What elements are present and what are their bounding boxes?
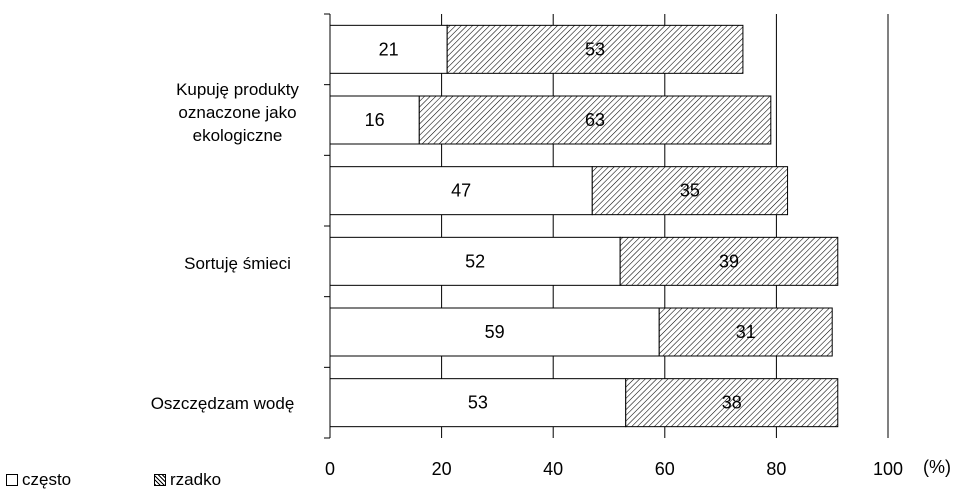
bar-value-label: 53	[585, 39, 605, 59]
legend-swatch-white-icon	[6, 474, 18, 486]
bar-czesto	[329, 24, 448, 74]
legend-label-rzadko: rzadko	[170, 470, 222, 489]
bar-value-label: 59	[485, 322, 505, 342]
legend-czesto: często	[6, 470, 71, 490]
bar-rzadko	[619, 236, 839, 286]
bar-rzadko	[658, 307, 833, 357]
x-tick-label: 40	[543, 459, 563, 479]
bar-value-label: 16	[365, 110, 385, 130]
x-tick-label: 100	[873, 459, 903, 479]
bar-rzadko	[591, 166, 789, 216]
legend-swatch-hatched-icon	[154, 474, 166, 486]
group-label-eco-products: Kupuję produkty oznaczone jako ekologicz…	[176, 80, 299, 145]
x-tick-label: 80	[766, 459, 786, 479]
bar-rzadko	[625, 378, 839, 428]
group-label-sorting: Sortuję śmieci	[184, 254, 291, 273]
bar-value-label: 52	[465, 251, 485, 271]
bar-value-label: 47	[451, 181, 471, 201]
bar-czesto	[329, 236, 621, 286]
bar-value-label: 35	[680, 181, 700, 201]
bar-czesto	[329, 95, 420, 145]
legend-label-czesto: często	[22, 470, 72, 489]
bar-value-label: 39	[719, 251, 739, 271]
bar-value-label: 31	[736, 322, 756, 342]
x-tick-label: 20	[432, 459, 452, 479]
bar-czesto	[329, 378, 627, 428]
x-tick-label: 60	[655, 459, 675, 479]
x-tick-label: 0	[325, 459, 335, 479]
bar-value-label: 38	[722, 393, 742, 413]
bar-value-label: 21	[379, 39, 399, 59]
bar-czesto	[329, 307, 660, 357]
bar-rzadko	[418, 95, 772, 145]
axis-unit-label: (%)	[923, 457, 951, 477]
group-label-water: Oszczędzam wodę	[150, 394, 295, 413]
bar-value-label: 53	[468, 393, 488, 413]
legend-rzadko: rzadko	[154, 470, 221, 490]
bar-czesto	[329, 166, 593, 216]
bar-rzadko	[446, 24, 744, 74]
bar-value-label: 63	[585, 110, 605, 130]
